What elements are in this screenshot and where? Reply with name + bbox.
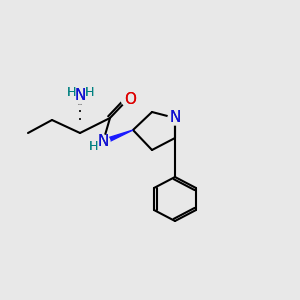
Text: N: N (169, 110, 181, 125)
Text: H: H (88, 140, 98, 154)
Polygon shape (102, 130, 133, 144)
Text: O: O (124, 92, 136, 106)
Text: N: N (97, 134, 109, 149)
Text: H: H (84, 85, 94, 98)
Text: H: H (88, 140, 98, 154)
Text: H: H (66, 85, 76, 98)
Text: H: H (84, 85, 94, 98)
Text: N: N (169, 110, 181, 125)
Text: N: N (97, 134, 109, 149)
Circle shape (121, 92, 135, 106)
Text: N: N (74, 88, 86, 103)
Text: H: H (66, 85, 76, 98)
Circle shape (168, 111, 182, 125)
Circle shape (73, 90, 87, 104)
Circle shape (96, 135, 110, 149)
Text: N: N (74, 88, 86, 103)
Text: O: O (124, 92, 136, 106)
